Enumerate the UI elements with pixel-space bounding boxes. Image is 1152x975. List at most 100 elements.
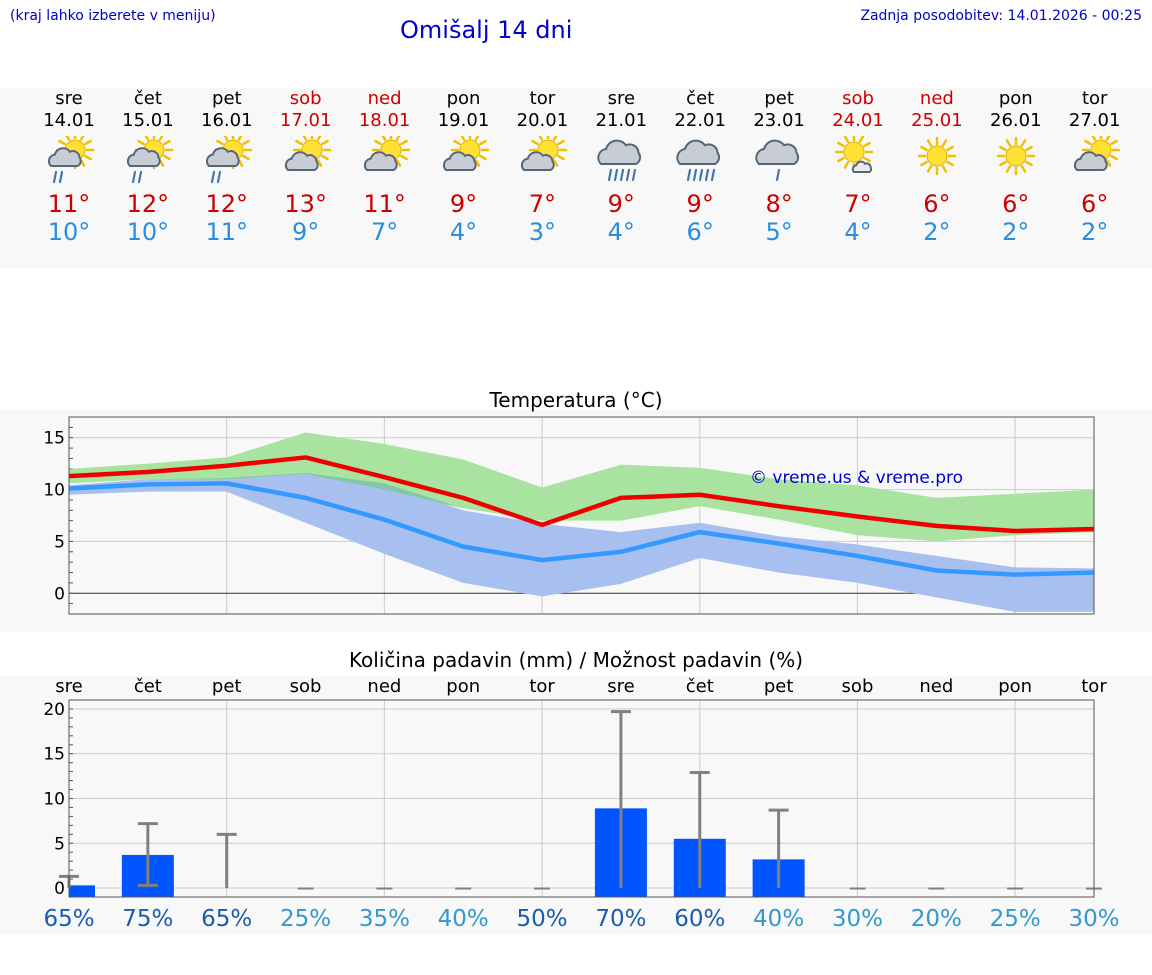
day-label: tor	[529, 676, 555, 697]
day-column: čet 15.01 12° 10°	[108, 88, 188, 246]
temperature-chart-title: Temperatura (°C)	[489, 388, 663, 412]
day-name: čet	[686, 88, 715, 109]
max-temperature: 12°	[205, 190, 249, 218]
plot-frame	[68, 699, 1095, 898]
day-date: 22.01	[674, 110, 726, 131]
max-temperature: 9°	[449, 190, 478, 218]
cloud-rain-icon	[676, 139, 721, 182]
day-label: pet	[764, 676, 794, 697]
day-date: 14.01	[43, 110, 95, 131]
day-name: tor	[1081, 88, 1108, 109]
plot-frame	[68, 416, 1095, 615]
day-name: pet	[764, 88, 794, 109]
min-temperature: 7°	[370, 218, 399, 246]
y-tick-label: 5	[54, 532, 65, 552]
day-column: sob 17.01 13° 9°	[266, 88, 346, 246]
max-temperature: 11°	[47, 190, 91, 218]
day-date: 15.01	[122, 110, 174, 131]
day-name: tor	[529, 88, 556, 109]
max-temperature: 13°	[284, 190, 327, 218]
forecast-band	[0, 88, 1152, 268]
day-date: 17.01	[279, 110, 332, 131]
day-label: sre	[55, 676, 82, 697]
precip-probability: 40%	[438, 906, 489, 932]
day-name: čet	[133, 88, 162, 109]
day-column: ned 25.01 6° 2°	[897, 88, 977, 246]
day-label: ned	[367, 676, 401, 697]
day-date: 21.01	[595, 110, 648, 131]
sun-cloud-rain-icon	[126, 136, 174, 184]
sun-cloud-icon	[363, 136, 410, 171]
min-temperature: 4°	[607, 218, 635, 246]
day-date: 23.01	[753, 110, 805, 131]
sun-cloud-rain-icon	[205, 136, 253, 184]
precip-probability: 75%	[122, 906, 173, 932]
day-date: 24.01	[832, 110, 884, 131]
day-column: pet 23.01 8° 5°	[739, 88, 819, 246]
min-temperature: 10°	[126, 218, 170, 246]
top-note: (kraj lahko izberete v meniju)	[10, 8, 216, 24]
min-temperature: 2°	[1081, 218, 1109, 246]
max-temperature: 6°	[923, 190, 951, 218]
precip-bar	[69, 885, 95, 897]
day-label: sre	[607, 676, 634, 697]
min-temperature: 2°	[923, 218, 951, 246]
credit[interactable]: © vreme.us & vreme.pro	[750, 468, 964, 488]
y-tick-label: 0	[54, 584, 65, 604]
page-title: Omišalj 14 dni	[400, 16, 573, 44]
last-updated: Zadnja posodobitev: 14.01.2026 - 00:25	[860, 8, 1142, 24]
day-label: pon	[998, 676, 1032, 697]
min-temperature: 10°	[47, 218, 91, 246]
y-tick-label: 15	[43, 745, 65, 765]
y-tick-label: 20	[43, 700, 65, 720]
min-temperature: 5°	[765, 218, 793, 246]
day-name: pet	[212, 88, 242, 109]
max-temperature: 7°	[528, 190, 557, 218]
min-temperature-line	[68, 481, 1095, 577]
min-temperature: 6°	[686, 218, 714, 246]
min-temperature: 11°	[205, 218, 249, 246]
day-date: 18.01	[358, 110, 411, 131]
day-label: pet	[212, 676, 242, 697]
precip-probability: 30%	[832, 906, 883, 932]
sun-cloud-icon	[442, 136, 489, 171]
precip-probability: 25%	[990, 906, 1041, 932]
precip-chart: sre čet pet sob ned pon tor sre čet pet sob ned pon t…	[43, 676, 1119, 932]
sun-cloud-rain-icon	[48, 136, 95, 184]
y-tick-label: 15	[43, 429, 65, 449]
day-date: 19.01	[437, 110, 490, 131]
max-temperature: 9°	[686, 190, 714, 218]
day-column: pon 26.01 6° 2°	[976, 88, 1056, 246]
day-column: pon 19.01 9° 4°	[424, 88, 504, 246]
y-tick-label: 10	[43, 481, 65, 501]
cloud-rain-icon	[597, 139, 642, 182]
sun-small-cloud-icon	[834, 136, 874, 173]
day-date: 16.01	[201, 110, 253, 131]
day-label: sob	[842, 676, 874, 697]
sun-cloud-icon	[284, 136, 331, 171]
day-label: pon	[446, 676, 480, 697]
min-temp-range-band	[69, 472, 1094, 612]
precip-probability: 25%	[280, 906, 331, 932]
day-column: ned 18.01 11° 7°	[345, 88, 425, 246]
daily-forecast-strip: sre 14.01 11° 10° čet 15.01 12° 10° pet 16.01 12° 1…	[0, 88, 1152, 268]
day-column: pet 16.01 12° 11°	[187, 88, 267, 246]
day-label: čet	[686, 676, 714, 697]
day-name: sre	[607, 88, 636, 109]
min-temperature: 2°	[1002, 218, 1030, 246]
precip-probability: 20%	[911, 906, 962, 932]
max-temperature: 6°	[1081, 190, 1109, 218]
day-date: 26.01	[990, 110, 1042, 131]
min-temperature: 4°	[449, 218, 478, 246]
temperature-chart: 0 5 10 15	[43, 416, 1095, 615]
day-date: 20.01	[516, 110, 569, 131]
precip-probability: 30%	[1068, 906, 1119, 932]
day-name: sob	[842, 88, 874, 109]
min-temperature: 3°	[528, 218, 557, 246]
day-column: tor 20.01 7° 3°	[502, 88, 582, 246]
y-tick-label: 10	[43, 790, 65, 810]
precip-probability: 70%	[595, 906, 646, 932]
day-name: pon	[998, 88, 1033, 109]
y-tick-label: 0	[54, 879, 65, 899]
y-tick-label: 5	[54, 834, 65, 854]
